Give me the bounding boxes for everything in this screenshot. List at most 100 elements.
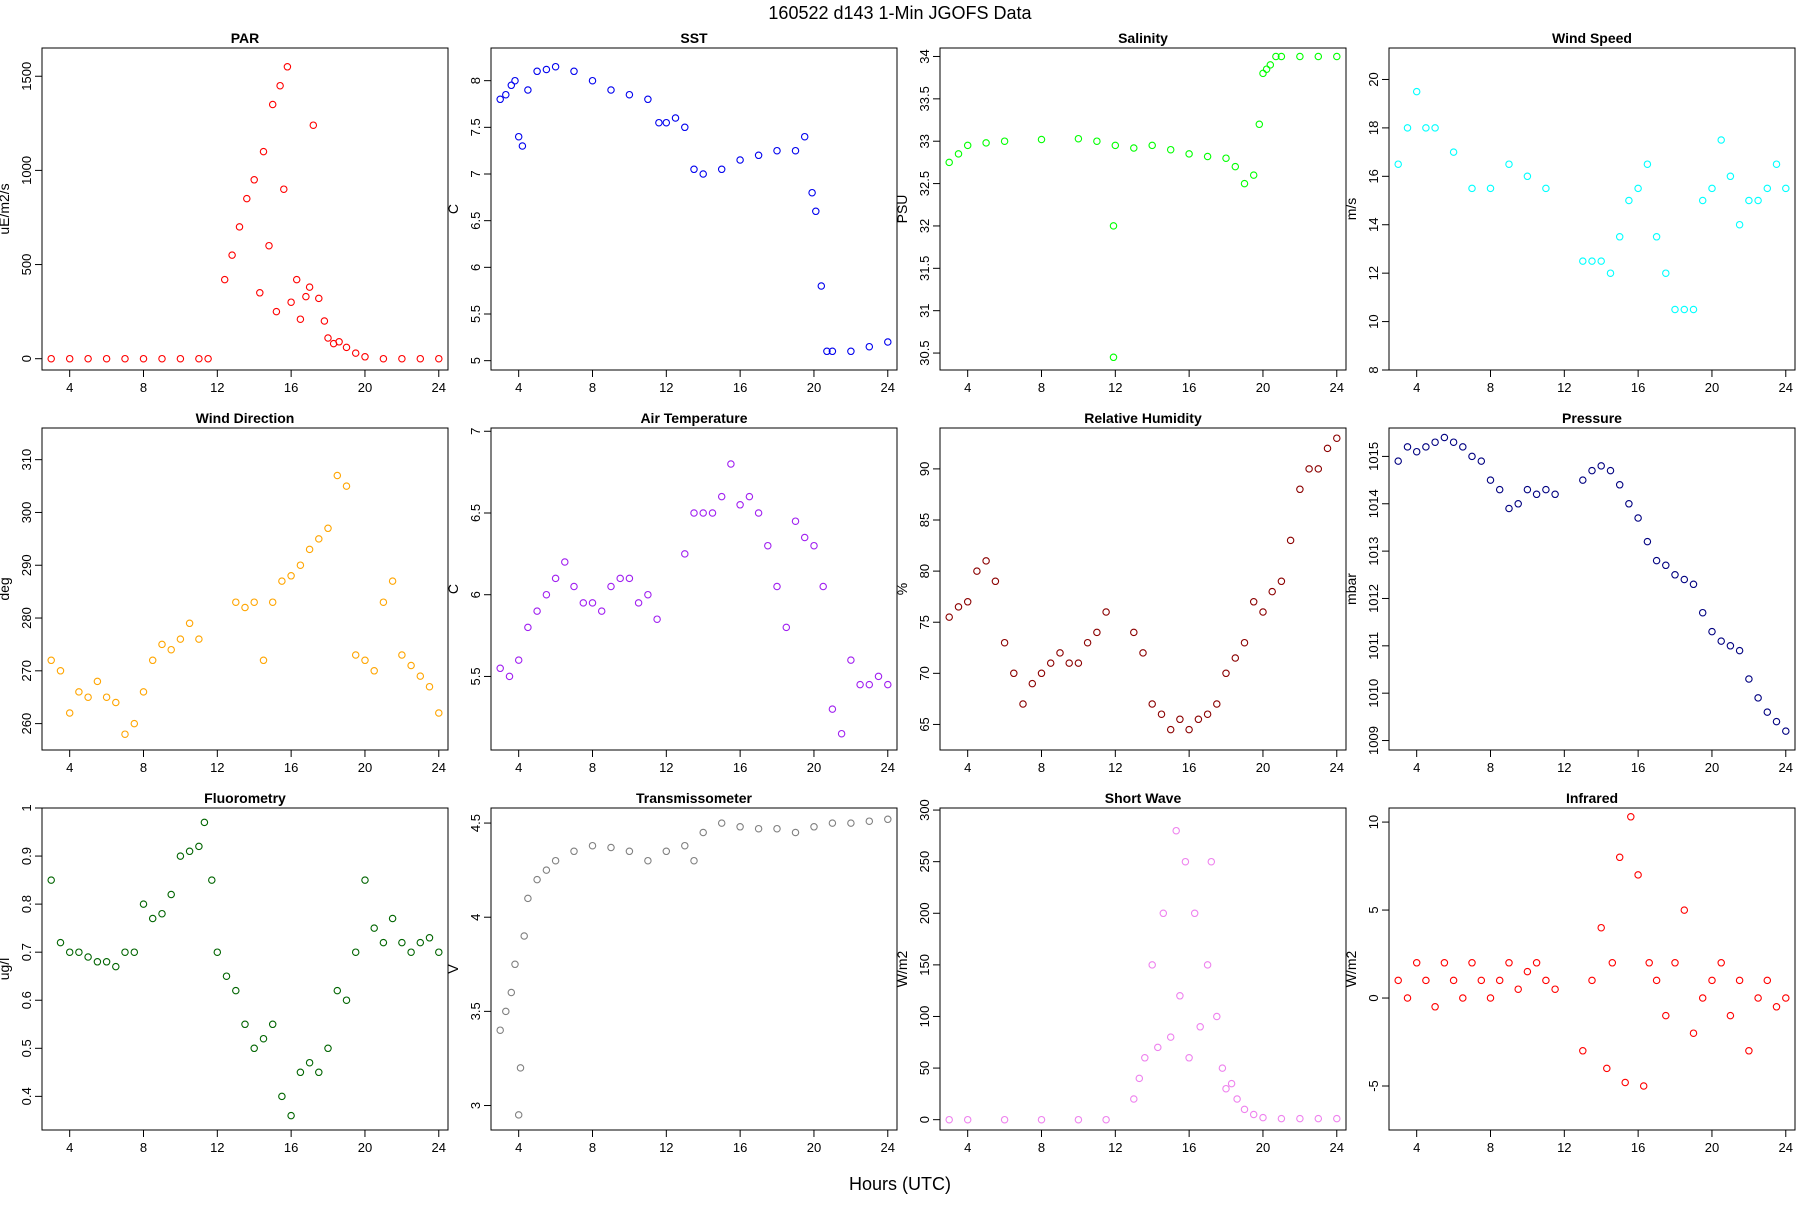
data-point — [268, 598, 277, 606]
data-point — [112, 698, 120, 707]
data-point — [1196, 1023, 1204, 1031]
data-point — [1109, 222, 1118, 230]
data-point — [1505, 160, 1513, 168]
y-tick-label: 70 — [917, 666, 932, 680]
series-points — [47, 818, 443, 1120]
data-point — [551, 574, 560, 583]
series-points — [945, 826, 1341, 1124]
data-point — [991, 577, 1000, 586]
data-point — [287, 1111, 295, 1120]
data-point — [351, 349, 360, 357]
data-point — [1505, 504, 1513, 513]
data-point — [551, 856, 560, 865]
data-point — [507, 81, 516, 90]
data-point — [1000, 137, 1009, 145]
x-tick-label: 8 — [1487, 760, 1494, 775]
series-points — [496, 62, 892, 356]
data-point — [1597, 257, 1605, 265]
data-point — [241, 603, 249, 612]
data-point — [717, 165, 726, 174]
y-tick-label: 3.5 — [468, 1002, 483, 1020]
data-point — [773, 582, 781, 591]
data-point — [954, 603, 963, 611]
data-point — [1495, 976, 1504, 985]
y-tick-label: 0.8 — [19, 895, 34, 913]
series-points — [1394, 433, 1790, 735]
data-point — [1597, 462, 1605, 470]
data-point — [945, 158, 953, 167]
data-point — [1203, 710, 1212, 718]
data-point — [1422, 124, 1430, 132]
data-point — [1495, 485, 1504, 494]
data-point — [514, 1111, 523, 1119]
data-point — [507, 988, 516, 997]
x-tick-label: 24 — [1779, 380, 1793, 395]
y-tick-label: 1013 — [1366, 537, 1381, 566]
y-tick-label: 5.5 — [468, 667, 483, 685]
data-point — [1468, 184, 1476, 193]
data-point — [1259, 1113, 1267, 1122]
data-point — [588, 76, 597, 85]
y-tick-label: 1010 — [1366, 679, 1381, 708]
y-axis-label: ug/l — [0, 958, 12, 981]
series-points — [496, 460, 892, 738]
data-point — [1643, 160, 1652, 168]
data-point — [607, 582, 615, 591]
data-point — [47, 876, 55, 884]
data-point — [84, 693, 92, 701]
data-point — [1708, 627, 1716, 636]
data-point — [736, 501, 744, 509]
data-point — [597, 607, 606, 615]
data-point — [690, 165, 698, 174]
data-point — [1745, 675, 1753, 683]
data-point — [243, 194, 251, 203]
data-point — [690, 509, 698, 517]
data-point — [699, 509, 707, 517]
y-tick-label: 150 — [917, 954, 932, 976]
data-point — [625, 847, 634, 856]
y-tick-label: 1009 — [1366, 726, 1381, 755]
y-axis-label: % — [894, 583, 910, 595]
data-point — [1606, 269, 1615, 277]
series-points — [945, 52, 1341, 362]
x-tick-label: 24 — [881, 380, 895, 395]
data-point — [1130, 1095, 1138, 1103]
data-point — [1606, 466, 1615, 475]
data-point — [1698, 196, 1707, 205]
panel-title: Pressure — [1562, 410, 1622, 426]
y-axis-label: deg — [0, 577, 12, 600]
y-tick-label: -5 — [1366, 1080, 1381, 1092]
data-point — [388, 914, 397, 923]
data-point — [121, 730, 129, 738]
data-point — [607, 843, 615, 852]
data-point — [1148, 961, 1156, 969]
x-tick-label: 8 — [589, 760, 596, 775]
data-point — [1523, 967, 1532, 976]
data-point — [1735, 646, 1744, 655]
y-tick-label: 90 — [917, 462, 932, 476]
data-point — [847, 819, 855, 827]
data-point — [1754, 196, 1762, 205]
data-point — [1148, 700, 1156, 708]
data-point — [764, 541, 772, 550]
data-point — [176, 852, 185, 860]
y-axis-label: mbar — [1343, 573, 1359, 605]
y-tick-label: 1500 — [19, 62, 34, 91]
data-point — [276, 81, 284, 90]
data-point — [982, 557, 990, 565]
y-tick-label: 0.9 — [19, 847, 34, 865]
data-point — [884, 680, 892, 689]
data-point — [754, 824, 763, 833]
data-point — [542, 65, 551, 74]
data-point — [1680, 575, 1689, 584]
data-point — [1782, 727, 1790, 735]
y-tick-label: 250 — [917, 851, 932, 873]
data-point — [1019, 700, 1027, 708]
data-point — [1726, 172, 1735, 181]
data-point — [167, 890, 175, 899]
panel-title: Wind Direction — [196, 410, 295, 426]
plot-frame — [1388, 47, 1796, 371]
y-tick-label: 6 — [468, 591, 483, 598]
x-tick-label: 20 — [1705, 760, 1719, 775]
x-tick-label: 16 — [1182, 380, 1196, 395]
